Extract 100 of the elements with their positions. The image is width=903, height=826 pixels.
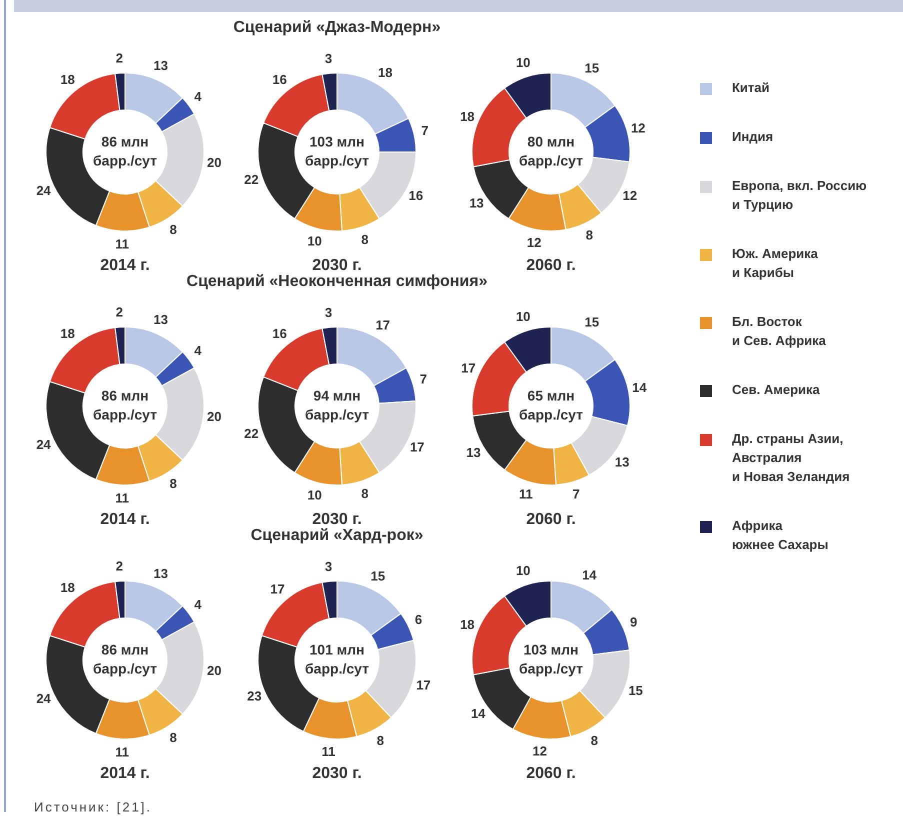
data-label: 17 [416,677,431,692]
data-label: 10 [516,562,530,578]
data-label: 14 [582,567,598,582]
data-label: 8 [170,222,177,237]
data-label: 24 [36,183,52,198]
data-label: 8 [170,476,177,491]
data-label: 6 [414,612,422,627]
text: 86 млн барр./сут [93,133,158,168]
data-label: 18 [460,617,475,632]
data-label: 8 [361,486,368,501]
data-label: 14 [632,380,648,396]
text: 2030 г. [312,511,362,528]
data-label: 11 [519,486,533,502]
data-label: 12 [526,234,542,250]
data-label: 24 [36,437,52,452]
data-label: 11 [115,490,130,506]
legend-label: Бл. Восток и Сев. Африка [732,314,827,348]
data-label: 4 [194,342,202,358]
data-label: 8 [361,232,368,247]
data-label: 3 [324,304,332,320]
data-label: 4 [194,88,202,104]
text: 80 млн барр./сут [519,133,584,168]
data-label: 3 [324,50,332,66]
text: 2014 г. [100,257,150,274]
legend-label: Китай [732,80,770,96]
data-label: 17 [461,360,476,376]
data-label: 12 [630,120,646,136]
text: 94 млн барр./сут [305,387,370,422]
data-label: 17 [410,440,424,455]
legend-label: Др. страны Азии, Австралия и Новая Зеландия [732,431,850,484]
data-label: 14 [470,706,486,722]
text: 86 млн барр./сут [93,641,158,676]
data-label: 24 [36,691,52,706]
data-label: 13 [466,444,481,460]
text: 2030 г. [312,257,362,274]
data-label: 8 [170,730,177,745]
data-label: 11 [322,744,336,760]
data-label: 22 [244,172,259,188]
data-label: 10 [307,234,322,249]
data-label: 18 [60,580,75,595]
data-label: 11 [115,744,130,760]
text: 65 млн барр./сут [519,387,584,422]
text: 2060 г. [526,511,576,528]
data-label: 12 [532,744,547,759]
data-label: 4 [194,596,202,612]
data-label: 10 [516,308,530,324]
chart-title: Сценарий «Джаз-Модерн» [233,19,441,36]
data-label: 16 [408,188,424,204]
text: 103 млн барр./сут [519,641,584,676]
data-label: 13 [614,454,630,470]
text: 101 млн барр./сут [305,641,370,676]
data-label: 13 [154,312,168,328]
chart-title: Сценарий «Хард-рок» [250,527,424,544]
data-label: 11 [115,236,130,252]
data-label: 15 [584,60,600,76]
text: 2014 г. [100,511,150,528]
data-label: 15 [584,314,600,330]
data-label: 2 [116,304,123,320]
legend-label: Сев. Америка [732,382,821,398]
data-label: 15 [628,682,643,698]
text: 2060 г. [526,257,576,274]
text: 2060 г. [526,765,576,782]
data-label: 13 [154,566,168,582]
data-label: 16 [272,326,287,341]
text: 86 млн барр./сут [93,387,158,422]
data-label: 18 [378,64,392,80]
data-label: 7 [421,123,428,138]
data-label: 15 [370,568,386,584]
data-label: 17 [376,317,390,332]
data-label: 17 [270,582,285,597]
data-label: 22 [244,426,259,442]
legend-label: Европа, вкл. Россию и Турцию [732,178,867,212]
data-label: 2 [116,50,123,66]
data-label: 8 [586,228,593,243]
data-label: 2 [116,558,123,574]
data-label: 18 [460,109,475,124]
data-label: 7 [420,371,428,386]
data-label: 23 [247,688,262,704]
data-label: 10 [307,488,322,503]
data-label: 16 [272,72,287,87]
chart-title: Сценарий «Неоконченная симфония» [186,273,488,290]
text: 2030 г. [312,765,362,782]
data-label: 20 [207,155,222,170]
text: 2014 г. [100,765,150,782]
text: Источник: [21]. [34,799,152,814]
data-label: 13 [154,58,168,74]
legend-label: Индия [732,129,774,144]
data-label: 18 [60,72,75,87]
data-label: 13 [469,196,484,211]
data-label: 7 [572,486,580,502]
data-label: 12 [622,188,638,204]
data-label: 8 [590,732,598,748]
data-label: 20 [207,409,222,424]
data-label: 8 [376,732,384,748]
text: 103 млн барр./сут [305,133,370,168]
data-label: 18 [60,326,75,341]
legend-label: Африка южнее Сахары [732,518,828,552]
data-label: 20 [207,663,222,678]
data-label: 3 [324,558,332,574]
data-label: 9 [630,614,638,630]
